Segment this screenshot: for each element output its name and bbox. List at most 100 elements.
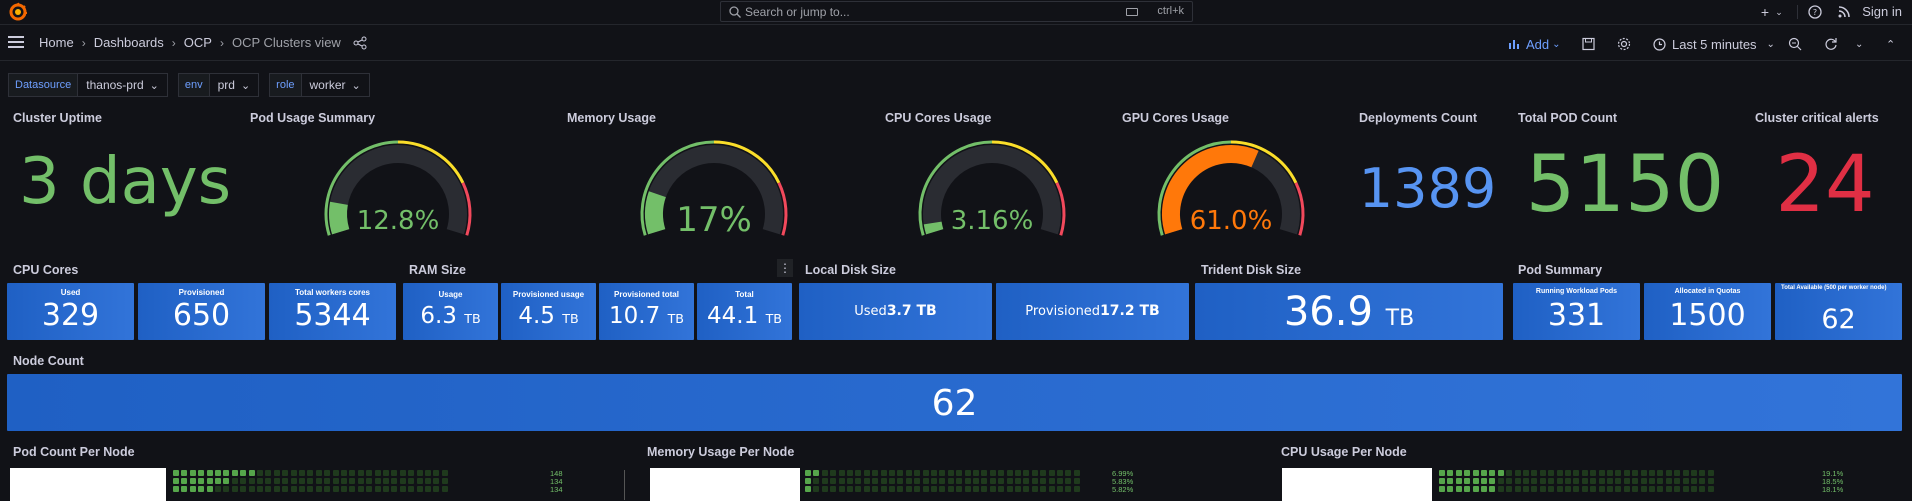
heatmap-cell bbox=[248, 470, 255, 476]
tile-label: Provisioned total bbox=[614, 290, 679, 299]
panel-title-local-disk: Local Disk Size bbox=[805, 263, 897, 277]
heatmap-cell bbox=[939, 478, 946, 484]
heatmap-cell bbox=[1590, 486, 1597, 492]
heatmap-cell bbox=[1573, 486, 1580, 492]
heatmap-cell bbox=[1615, 470, 1622, 476]
scrollbar[interactable] bbox=[624, 470, 625, 500]
heatmap-cell bbox=[349, 486, 356, 492]
heatmap-cell bbox=[1691, 486, 1697, 492]
add-panel-button[interactable]: Add ⌄ bbox=[1508, 35, 1561, 53]
variable-select-role[interactable]: worker bbox=[301, 73, 370, 97]
tile-node-count: 62 bbox=[7, 374, 1902, 431]
heatmap-cell bbox=[931, 486, 937, 492]
heatmap-cell bbox=[1073, 478, 1080, 484]
heatmap-cell bbox=[1073, 470, 1080, 476]
heatmap-cell bbox=[416, 470, 423, 476]
variable-select-datasource[interactable]: thanos-prd bbox=[78, 73, 168, 97]
heatmap-cell bbox=[441, 486, 448, 492]
heatmap-cell bbox=[290, 478, 297, 484]
settings-gear-icon[interactable] bbox=[1617, 35, 1631, 53]
panel-title-total-pods: Total POD Count bbox=[1518, 111, 1618, 125]
heatmap-cell bbox=[973, 486, 979, 492]
heatmap-cell bbox=[1640, 486, 1647, 492]
node-value: 18.5% bbox=[1822, 477, 1844, 486]
heatmap-cell bbox=[1699, 486, 1706, 492]
panel-menu-kebab-icon[interactable]: ⋮ bbox=[777, 259, 793, 277]
rss-news-icon[interactable] bbox=[1836, 4, 1852, 20]
tile-label: Provisioned usage bbox=[512, 290, 585, 299]
heatmap-cell bbox=[374, 486, 381, 492]
heatmap-cell bbox=[173, 478, 179, 484]
panel-title-memory-usage: Memory Usage bbox=[567, 111, 656, 125]
refresh-icon[interactable] bbox=[1824, 35, 1838, 53]
heatmap-cell bbox=[1048, 470, 1055, 476]
gauge-threshold-segment bbox=[1294, 182, 1305, 236]
heatmap-cell bbox=[956, 486, 963, 492]
heatmap-cell bbox=[1006, 478, 1013, 484]
breadcrumb-home[interactable]: Home bbox=[39, 35, 74, 50]
node-label-area bbox=[10, 468, 166, 501]
heatmap-cell bbox=[1707, 486, 1714, 492]
heatmap-cell bbox=[863, 486, 870, 492]
tile-label: Allocated in Quotas bbox=[1674, 288, 1741, 295]
grafana-logo-icon[interactable] bbox=[8, 2, 28, 22]
heatmap-cell bbox=[981, 486, 988, 492]
heatmap-cell bbox=[1691, 470, 1697, 476]
heatmap-cell bbox=[265, 470, 272, 476]
save-icon[interactable] bbox=[1582, 35, 1595, 53]
heatmap-cell bbox=[1006, 486, 1013, 492]
breadcrumb-ocp[interactable]: OCP bbox=[183, 35, 212, 50]
panel-title-cpu-usage-per-node: CPU Usage Per Node bbox=[1281, 445, 1407, 459]
heatmap-cell bbox=[399, 478, 406, 484]
heatmap-cell bbox=[1539, 486, 1546, 492]
heatmap-cell bbox=[1649, 486, 1655, 492]
heatmap-cell bbox=[947, 478, 954, 484]
heatmap-cell bbox=[273, 478, 280, 484]
heatmap-cell bbox=[1481, 470, 1487, 476]
heatmap-cell bbox=[1598, 486, 1605, 492]
panel-title-pod-usage: Pod Usage Summary bbox=[250, 111, 376, 125]
new-plus-icon[interactable]: + bbox=[1760, 4, 1770, 20]
heatmap-cell bbox=[1514, 478, 1521, 484]
heatmap-cell bbox=[265, 486, 272, 492]
collapse-up-icon[interactable]: ⌃ bbox=[1886, 38, 1896, 51]
dashboard-nav-bar: Home › Dashboards › OCP › OCP Clusters v… bbox=[0, 26, 1912, 61]
panel-title-critical-alerts: Cluster critical alerts bbox=[1755, 111, 1879, 125]
refresh-interval-chevron-icon[interactable]: ⌄ bbox=[1855, 38, 1864, 50]
heatmap-cell bbox=[805, 486, 811, 492]
heatmap-cell bbox=[1057, 486, 1063, 492]
heatmap-cell bbox=[181, 470, 188, 476]
heatmap-cell bbox=[1523, 470, 1529, 476]
heatmap-cell bbox=[1657, 486, 1664, 492]
heatmap-cell bbox=[299, 470, 305, 476]
heatmap-cell bbox=[855, 478, 862, 484]
share-icon[interactable] bbox=[353, 36, 367, 50]
time-range-picker[interactable]: Last 5 minutes ⌄ bbox=[1653, 35, 1775, 53]
variable-select-env[interactable]: prd bbox=[209, 73, 260, 97]
breadcrumb-dashboards[interactable]: Dashboards bbox=[93, 35, 164, 50]
heatmap-cell bbox=[1048, 486, 1055, 492]
keyboard-icon bbox=[1126, 8, 1138, 16]
sign-in-link[interactable]: Sign in bbox=[1862, 4, 1902, 19]
heatmap-cell bbox=[880, 478, 887, 484]
chevron-down-icon[interactable]: ⌄ bbox=[1775, 7, 1783, 17]
heatmap-cell bbox=[1455, 478, 1462, 484]
heatmap-cell bbox=[1073, 486, 1080, 492]
tile-label: Running Workload Pods bbox=[1535, 288, 1618, 295]
heatmap-cell bbox=[1439, 486, 1445, 492]
heatmap-cell bbox=[998, 470, 1005, 476]
stat-cluster-uptime: 3 days bbox=[18, 145, 232, 219]
search-bar[interactable]: Search or jump to... ctrl+k bbox=[720, 1, 1193, 22]
heatmap-cell bbox=[215, 486, 221, 492]
heatmap-cell bbox=[257, 486, 263, 492]
tile-label: Total Available (500 per worker node) bbox=[1781, 285, 1887, 291]
zoom-out-icon[interactable] bbox=[1788, 35, 1802, 53]
heatmap-cell bbox=[1581, 486, 1588, 492]
heatmap-cell bbox=[198, 470, 205, 476]
tile-ram-provisioned-total: Provisioned total 10.7 TB bbox=[599, 283, 694, 340]
help-icon[interactable]: ? bbox=[1807, 4, 1823, 20]
heatmap-cell bbox=[240, 470, 247, 476]
menu-hamburger-icon[interactable] bbox=[8, 36, 24, 48]
gauge-memory-usage bbox=[640, 140, 788, 236]
node-value: 148 bbox=[550, 469, 563, 478]
